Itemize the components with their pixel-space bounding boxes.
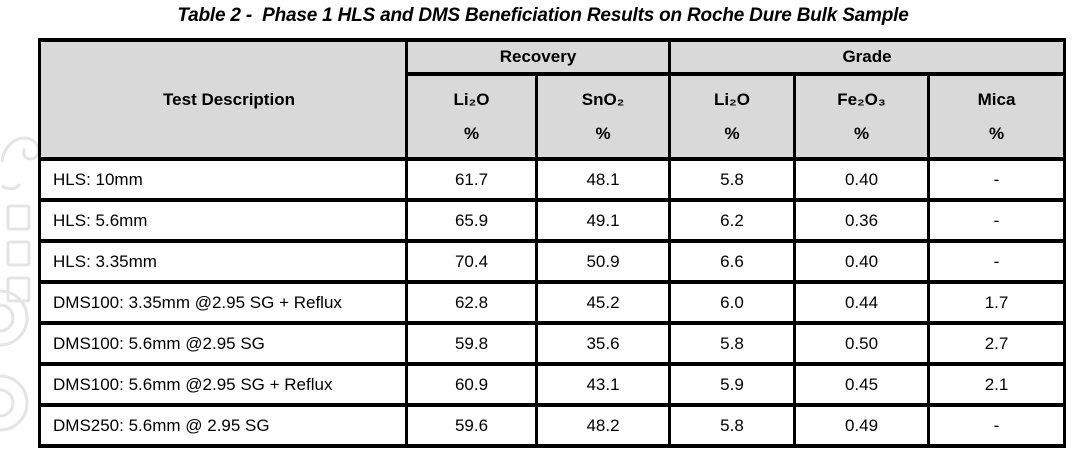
table-row: DMS100: 5.6mm @2.95 SG + Reflux 60.9 43.… [38, 362, 1067, 407]
header-chem-label: Mica [977, 89, 1016, 109]
value-cell: 5.8 [668, 321, 796, 366]
value-cell: - [926, 157, 1067, 202]
value-cell: 0.50 [793, 321, 930, 366]
header-grade-mica: Mica % [926, 72, 1067, 161]
header-chem-label: Li₂O [714, 89, 750, 109]
value-cell: 61.7 [405, 157, 538, 202]
header-recovery-sno2: SnO₂ % [535, 72, 671, 161]
table-row: HLS: 10mm 61.7 48.1 5.8 0.40 - [38, 157, 1067, 202]
value-cell: 6.2 [668, 198, 796, 243]
test-description-cell: HLS: 10mm [38, 157, 408, 202]
value-cell: 6.6 [668, 239, 796, 284]
test-description-cell: HLS: 3.35mm [38, 239, 408, 284]
header-unit-label: % [853, 123, 870, 143]
value-cell: 1.7 [926, 280, 1067, 325]
value-cell: 5.9 [668, 362, 796, 407]
value-cell: 49.1 [535, 198, 671, 243]
table-row: DMS100: 3.35mm @2.95 SG + Reflux 62.8 45… [38, 280, 1067, 325]
value-cell: 0.45 [793, 362, 930, 407]
table-row: DMS250: 5.6mm @ 2.95 SG 59.6 48.2 5.8 0.… [38, 403, 1067, 448]
header-recovery-li2o: Li₂O % [405, 72, 538, 161]
header-grade-li2o: Li₂O % [668, 72, 796, 161]
value-cell: 62.8 [405, 280, 538, 325]
value-cell: 35.6 [535, 321, 671, 366]
value-cell: 0.40 [793, 239, 930, 284]
header-unit-label: % [595, 123, 611, 143]
test-description-cell: DMS100: 5.6mm @2.95 SG + Reflux [38, 362, 408, 407]
header-group-grade: Grade [667, 38, 1067, 76]
value-cell: 48.2 [535, 403, 671, 448]
header-chem-label: SnO₂ [581, 89, 625, 109]
value-cell: 2.1 [926, 362, 1067, 407]
table-row: DMS100: 5.6mm @2.95 SG 59.8 35.6 5.8 0.5… [38, 321, 1067, 366]
watermark-ring-icon [0, 303, 15, 333]
value-cell: 6.0 [668, 280, 796, 325]
value-cell: - [926, 239, 1067, 284]
value-cell: 65.9 [405, 198, 538, 243]
header-chem-label: Li₂O [453, 89, 490, 109]
watermark-ring-icon [0, 388, 15, 418]
value-cell: 0.40 [793, 157, 930, 202]
test-description-cell: HLS: 5.6mm [38, 198, 408, 243]
test-description-cell: DMS100: 3.35mm @2.95 SG + Reflux [38, 280, 408, 325]
header-unit-label: % [463, 123, 480, 143]
value-cell: 70.4 [405, 239, 538, 284]
value-cell: 48.1 [535, 157, 671, 202]
header-group-recovery: Recovery [405, 38, 671, 76]
watermark-swoosh-icon [0, 136, 41, 191]
watermark-square-icon [6, 276, 31, 303]
value-cell: 59.8 [405, 321, 538, 366]
value-cell: - [926, 403, 1067, 448]
watermark-square-icon [6, 204, 31, 231]
watermark-ring-icon [0, 289, 29, 347]
table-row: HLS: 3.35mm 70.4 50.9 6.6 0.40 - [38, 239, 1067, 284]
results-table-container: Test Description Recovery Grade Li₂O % S… [38, 38, 1067, 448]
results-table: Test Description Recovery Grade Li₂O % S… [38, 38, 1067, 448]
table-row: HLS: 5.6mm 65.9 49.1 6.2 0.36 - [38, 198, 1067, 243]
watermark-square-icon [6, 240, 31, 267]
value-cell: 45.2 [535, 280, 671, 325]
value-cell: 2.7 [926, 321, 1067, 366]
value-cell: 0.36 [793, 198, 930, 243]
value-cell: 0.49 [793, 403, 930, 448]
header-sub-row: Li₂O % SnO₂ % Li₂O % Fe₂O₃ % Mica % [40, 72, 1067, 161]
table-title: Table 2 - Phase 1 HLS and DMS Beneficiat… [177, 5, 909, 26]
header-test-description: Test Description [38, 38, 408, 161]
header-unit-label: % [724, 123, 740, 143]
watermark-ring-icon [0, 374, 29, 432]
header-unit-label: % [988, 123, 1005, 143]
value-cell: 5.8 [668, 157, 796, 202]
header-chem-label: Fe₂O₃ [837, 89, 886, 109]
value-cell: 0.44 [793, 280, 930, 325]
test-description-cell: DMS100: 5.6mm @2.95 SG [38, 321, 408, 366]
value-cell: 60.9 [405, 362, 538, 407]
value-cell: - [926, 198, 1067, 243]
value-cell: 43.1 [535, 362, 671, 407]
value-cell: 50.9 [535, 239, 671, 284]
value-cell: 5.8 [668, 403, 796, 448]
header-grade-fe2o3: Fe₂O₃ % [793, 72, 930, 161]
header-group-row: Test Description Recovery Grade [38, 38, 1067, 161]
test-description-cell: DMS250: 5.6mm @ 2.95 SG [38, 403, 408, 448]
value-cell: 59.6 [405, 403, 538, 448]
